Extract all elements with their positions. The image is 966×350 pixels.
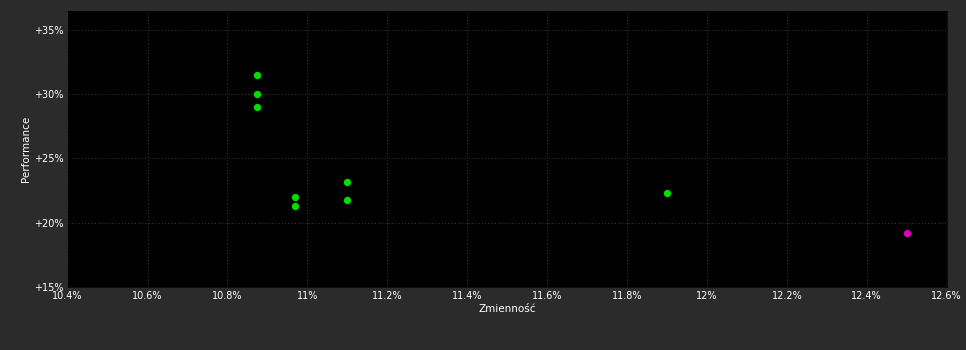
Point xyxy=(249,104,265,110)
Point xyxy=(249,72,265,78)
Point xyxy=(899,230,915,236)
Point xyxy=(288,203,303,209)
X-axis label: Zmienność: Zmienność xyxy=(478,304,536,314)
Point xyxy=(249,91,265,97)
Point xyxy=(288,194,303,200)
Y-axis label: Performance: Performance xyxy=(21,116,31,182)
Point xyxy=(340,179,355,184)
Point xyxy=(340,197,355,202)
Point xyxy=(659,190,674,196)
